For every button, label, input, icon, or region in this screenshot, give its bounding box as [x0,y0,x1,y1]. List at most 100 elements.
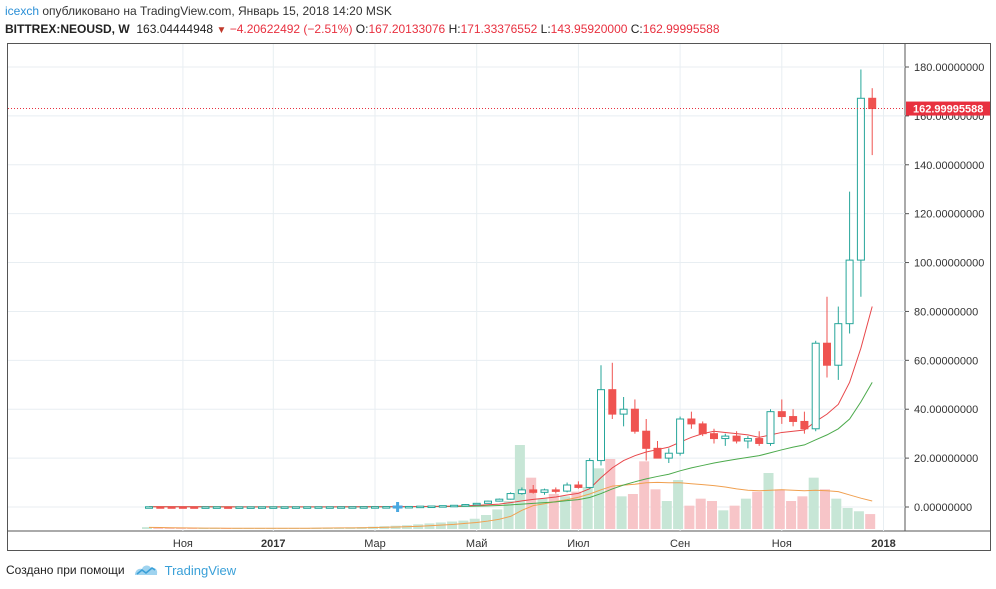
volume-bar [481,515,491,529]
candle-body[interactable] [224,506,233,509]
candle-body[interactable] [371,506,379,509]
candle-body[interactable] [258,506,266,509]
volume-bar [650,489,661,529]
volume-bar [514,445,525,529]
close-label: C: [630,22,643,36]
candle-body[interactable] [235,506,244,509]
candle-body[interactable] [585,460,594,488]
candle-body[interactable] [156,506,165,509]
x-tick-label: 2017 [261,538,285,550]
candle-body[interactable] [438,505,447,508]
candle-body[interactable] [789,416,798,422]
candle-body[interactable] [190,506,199,509]
candle-body[interactable] [314,506,323,509]
candle-body[interactable] [472,502,481,506]
volume-bar [797,496,808,529]
volume-bar [469,518,480,529]
volume-bar [164,527,175,529]
volume-bar [187,528,198,529]
volume-bar [865,514,876,529]
candle-body[interactable] [777,411,786,418]
candle-body[interactable] [743,438,752,442]
y-tick-label: 80.00000000 [914,306,978,318]
chart-frame[interactable]: 0.00000000 20.00000000 40.00000000 60.00000… [7,43,991,551]
candle-body[interactable] [800,420,809,430]
chart-border [7,43,991,551]
candle-body[interactable] [269,506,278,509]
close-value: 162.99995588 [642,22,720,36]
candle-body[interactable] [653,447,662,459]
candle-body[interactable] [856,97,865,261]
candle-body[interactable] [404,505,413,509]
candle-body[interactable] [382,506,391,509]
candle-body[interactable] [630,408,639,432]
last-price-label: 162.99995588 [913,104,983,116]
candle-body[interactable] [303,506,312,509]
candle-body[interactable] [676,418,685,454]
candle-body[interactable] [619,408,628,415]
candle-body[interactable] [167,506,176,509]
candle-body[interactable] [348,506,357,509]
candle-body[interactable] [755,438,764,444]
candle-body[interactable] [484,500,492,504]
volume-bar [820,489,830,529]
author-link[interactable]: icexch [5,4,40,18]
candle-body[interactable] [325,506,334,509]
candle-body[interactable] [506,493,515,500]
tradingview-brand[interactable]: TradingView [133,562,236,578]
volume-bar [503,501,514,529]
candle-body[interactable] [823,342,831,366]
candle-body[interactable] [597,389,605,462]
candle-body[interactable] [766,411,775,444]
candle-body[interactable] [608,389,617,415]
candle-body[interactable] [732,435,741,442]
y-tick-label: 60.00000000 [914,355,978,367]
volume-bar [707,501,717,529]
candle-body[interactable] [529,489,538,493]
candle-body[interactable] [291,506,300,509]
candle-body[interactable] [642,430,651,449]
candle-body[interactable] [698,423,707,435]
volume-bar [627,494,638,529]
candle-body[interactable] [359,506,368,509]
y-tick-label: 20.00000000 [914,453,978,465]
candle-body[interactable] [868,97,877,110]
candle-body[interactable] [687,418,696,425]
candle-body[interactable] [563,484,572,492]
candle-body[interactable] [280,506,289,509]
candle-body[interactable] [721,435,730,440]
price-chart[interactable]: 0.00000000 20.00000000 40.00000000 60.00000… [7,43,991,551]
candle-body[interactable] [212,506,221,509]
volume-bar [661,501,672,529]
candle-body[interactable] [664,452,673,459]
volume-bar [458,520,469,529]
candle-body[interactable] [574,484,583,488]
x-tick-label: Ноя [772,538,792,550]
last-price: 163.04444948 [136,22,214,36]
volume-bar [853,511,864,529]
volume-bar [695,498,706,529]
candle-body[interactable] [495,498,504,502]
candle-body[interactable] [427,505,436,509]
candle-body[interactable] [551,489,560,492]
low-label: L: [540,22,551,36]
volume-bar [447,521,458,529]
candle-body[interactable] [337,506,346,509]
candle-body[interactable] [834,323,843,366]
volume-bar [560,496,571,529]
candle-body[interactable] [811,342,820,430]
candle-body[interactable] [540,489,549,493]
candle-body[interactable] [201,506,210,509]
volume-bar [673,480,684,529]
volume-bar [594,468,604,529]
candle-body[interactable] [461,504,470,507]
open-value: 167.20133076 [368,22,446,36]
candle-body[interactable] [710,433,718,440]
candle-body[interactable] [845,259,854,325]
candle-body[interactable] [450,504,459,508]
candle-body[interactable] [416,505,425,509]
candle-body[interactable] [178,506,187,509]
candle-body[interactable] [517,489,526,495]
candle-body[interactable] [145,506,153,509]
candle-body[interactable] [246,506,255,509]
